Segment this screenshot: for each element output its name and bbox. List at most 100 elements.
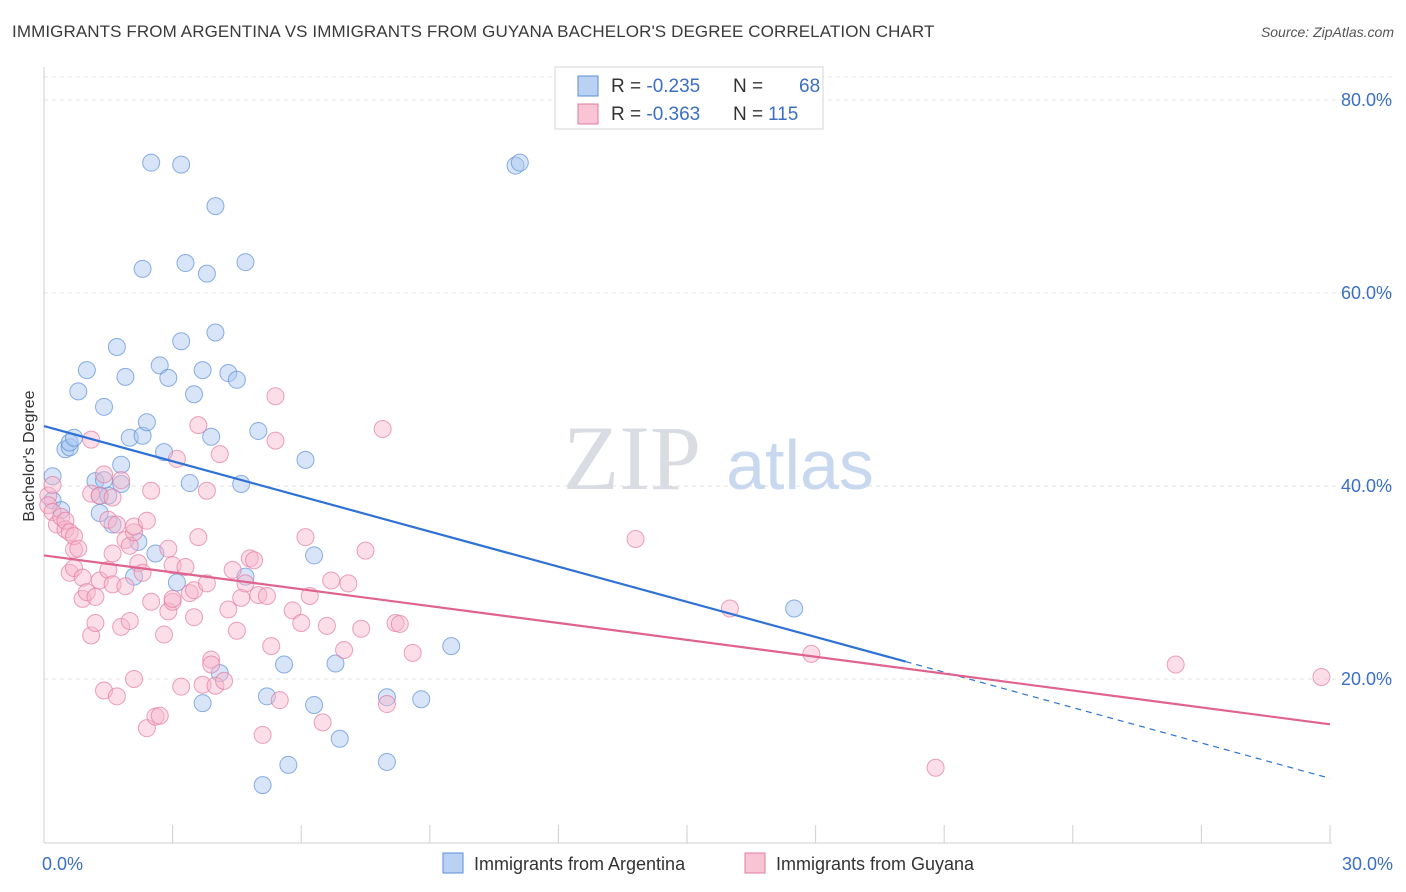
point-guyana <box>219 600 238 619</box>
point-guyana <box>163 589 182 608</box>
point-argentina <box>193 361 212 380</box>
point-guyana <box>137 511 156 530</box>
point-guyana <box>232 588 251 607</box>
point-guyana <box>172 677 191 696</box>
point-guyana <box>69 539 88 558</box>
point-guyana <box>120 612 139 631</box>
point-argentina <box>253 776 272 795</box>
source-label: Source: ZipAtlas.com <box>1260 24 1394 40</box>
point-guyana <box>292 613 311 632</box>
point-guyana <box>107 687 126 706</box>
point-guyana <box>802 644 821 663</box>
point-guyana <box>189 528 208 547</box>
point-argentina <box>159 368 178 387</box>
y-tick-label: 40.0% <box>1341 476 1392 496</box>
stats-row: R = -0.363 <box>611 104 700 125</box>
legend-swatch <box>577 103 599 125</box>
point-guyana <box>125 669 144 688</box>
point-guyana <box>403 643 422 662</box>
point-argentina <box>116 367 135 386</box>
point-guyana <box>193 675 212 694</box>
point-argentina <box>150 356 169 375</box>
point-guyana <box>86 613 105 632</box>
point-argentina <box>305 696 324 715</box>
point-guyana <box>107 515 126 534</box>
point-argentina <box>185 385 204 404</box>
stats-row-n: N = 68 <box>733 76 820 97</box>
point-argentina <box>133 426 152 445</box>
point-guyana <box>1166 655 1185 674</box>
point-argentina <box>180 474 199 493</box>
point-argentina <box>377 752 396 771</box>
point-guyana <box>626 530 645 549</box>
point-guyana <box>155 625 174 644</box>
point-guyana <box>339 574 358 593</box>
point-argentina <box>249 421 268 440</box>
x-tick-label: 30.0% <box>1342 854 1393 874</box>
point-argentina <box>112 455 131 474</box>
point-guyana <box>112 471 131 490</box>
point-guyana <box>262 637 281 656</box>
point-guyana <box>142 481 161 500</box>
legend-label: Immigrants from Argentina <box>474 854 686 874</box>
legend-label: Immigrants from Guyana <box>776 854 975 874</box>
point-argentina <box>412 690 431 709</box>
point-argentina <box>785 599 804 618</box>
x-tick-label: 0.0% <box>42 854 83 874</box>
point-guyana <box>125 523 144 542</box>
point-guyana <box>266 387 285 406</box>
point-argentina <box>95 397 114 416</box>
point-argentina <box>326 654 345 673</box>
point-argentina <box>142 153 161 172</box>
point-guyana <box>202 650 221 669</box>
point-guyana <box>120 536 139 555</box>
stats-row-n: N = 115 <box>733 104 798 125</box>
point-argentina <box>69 382 88 401</box>
point-argentina <box>172 155 191 174</box>
point-argentina <box>442 637 461 656</box>
point-guyana <box>56 511 75 530</box>
point-guyana <box>335 641 354 659</box>
point-argentina <box>133 259 152 278</box>
watermark-atlas: atlas <box>726 426 874 504</box>
stats-legend: R = -0.235 N = 68 R = -0.363 N = 115 <box>554 66 824 130</box>
point-argentina <box>377 688 396 707</box>
point-guyana <box>257 586 276 605</box>
legend-swatch <box>442 852 464 874</box>
point-guyana <box>43 475 62 494</box>
point-guyana <box>373 420 392 439</box>
point-guyana <box>202 655 221 674</box>
trend-lines <box>43 425 1331 779</box>
point-guyana <box>206 676 225 695</box>
point-guyana <box>73 568 92 587</box>
point-argentina <box>197 264 216 283</box>
point-guyana <box>99 510 118 529</box>
n-label: N = <box>733 104 768 125</box>
n-value: 115 <box>768 104 798 125</box>
point-argentina <box>172 332 191 351</box>
point-guyana <box>245 551 264 570</box>
point-guyana <box>296 528 315 547</box>
point-guyana <box>185 608 204 627</box>
point-argentina <box>206 323 225 342</box>
point-guyana <box>223 560 242 579</box>
axes <box>43 67 1332 844</box>
point-guyana <box>1312 668 1331 687</box>
point-guyana <box>317 616 336 635</box>
r-label: R = <box>611 76 646 97</box>
tick-labels: 20.0% 40.0% 60.0% 80.0% 0.0% 30.0% <box>42 90 1393 874</box>
point-guyana <box>356 541 375 560</box>
point-argentina <box>206 197 225 216</box>
watermark: ZIP atlas <box>563 407 874 509</box>
point-guyana <box>197 481 216 500</box>
point-argentina <box>236 253 255 272</box>
point-guyana <box>95 465 114 484</box>
point-guyana <box>150 706 169 725</box>
point-argentina <box>77 361 96 380</box>
point-guyana <box>159 539 178 558</box>
y-tick-label: 80.0% <box>1341 90 1392 110</box>
trend-line-argentina <box>43 425 906 663</box>
point-guyana <box>77 583 96 602</box>
trend-line-argentina-extension <box>905 661 1331 779</box>
